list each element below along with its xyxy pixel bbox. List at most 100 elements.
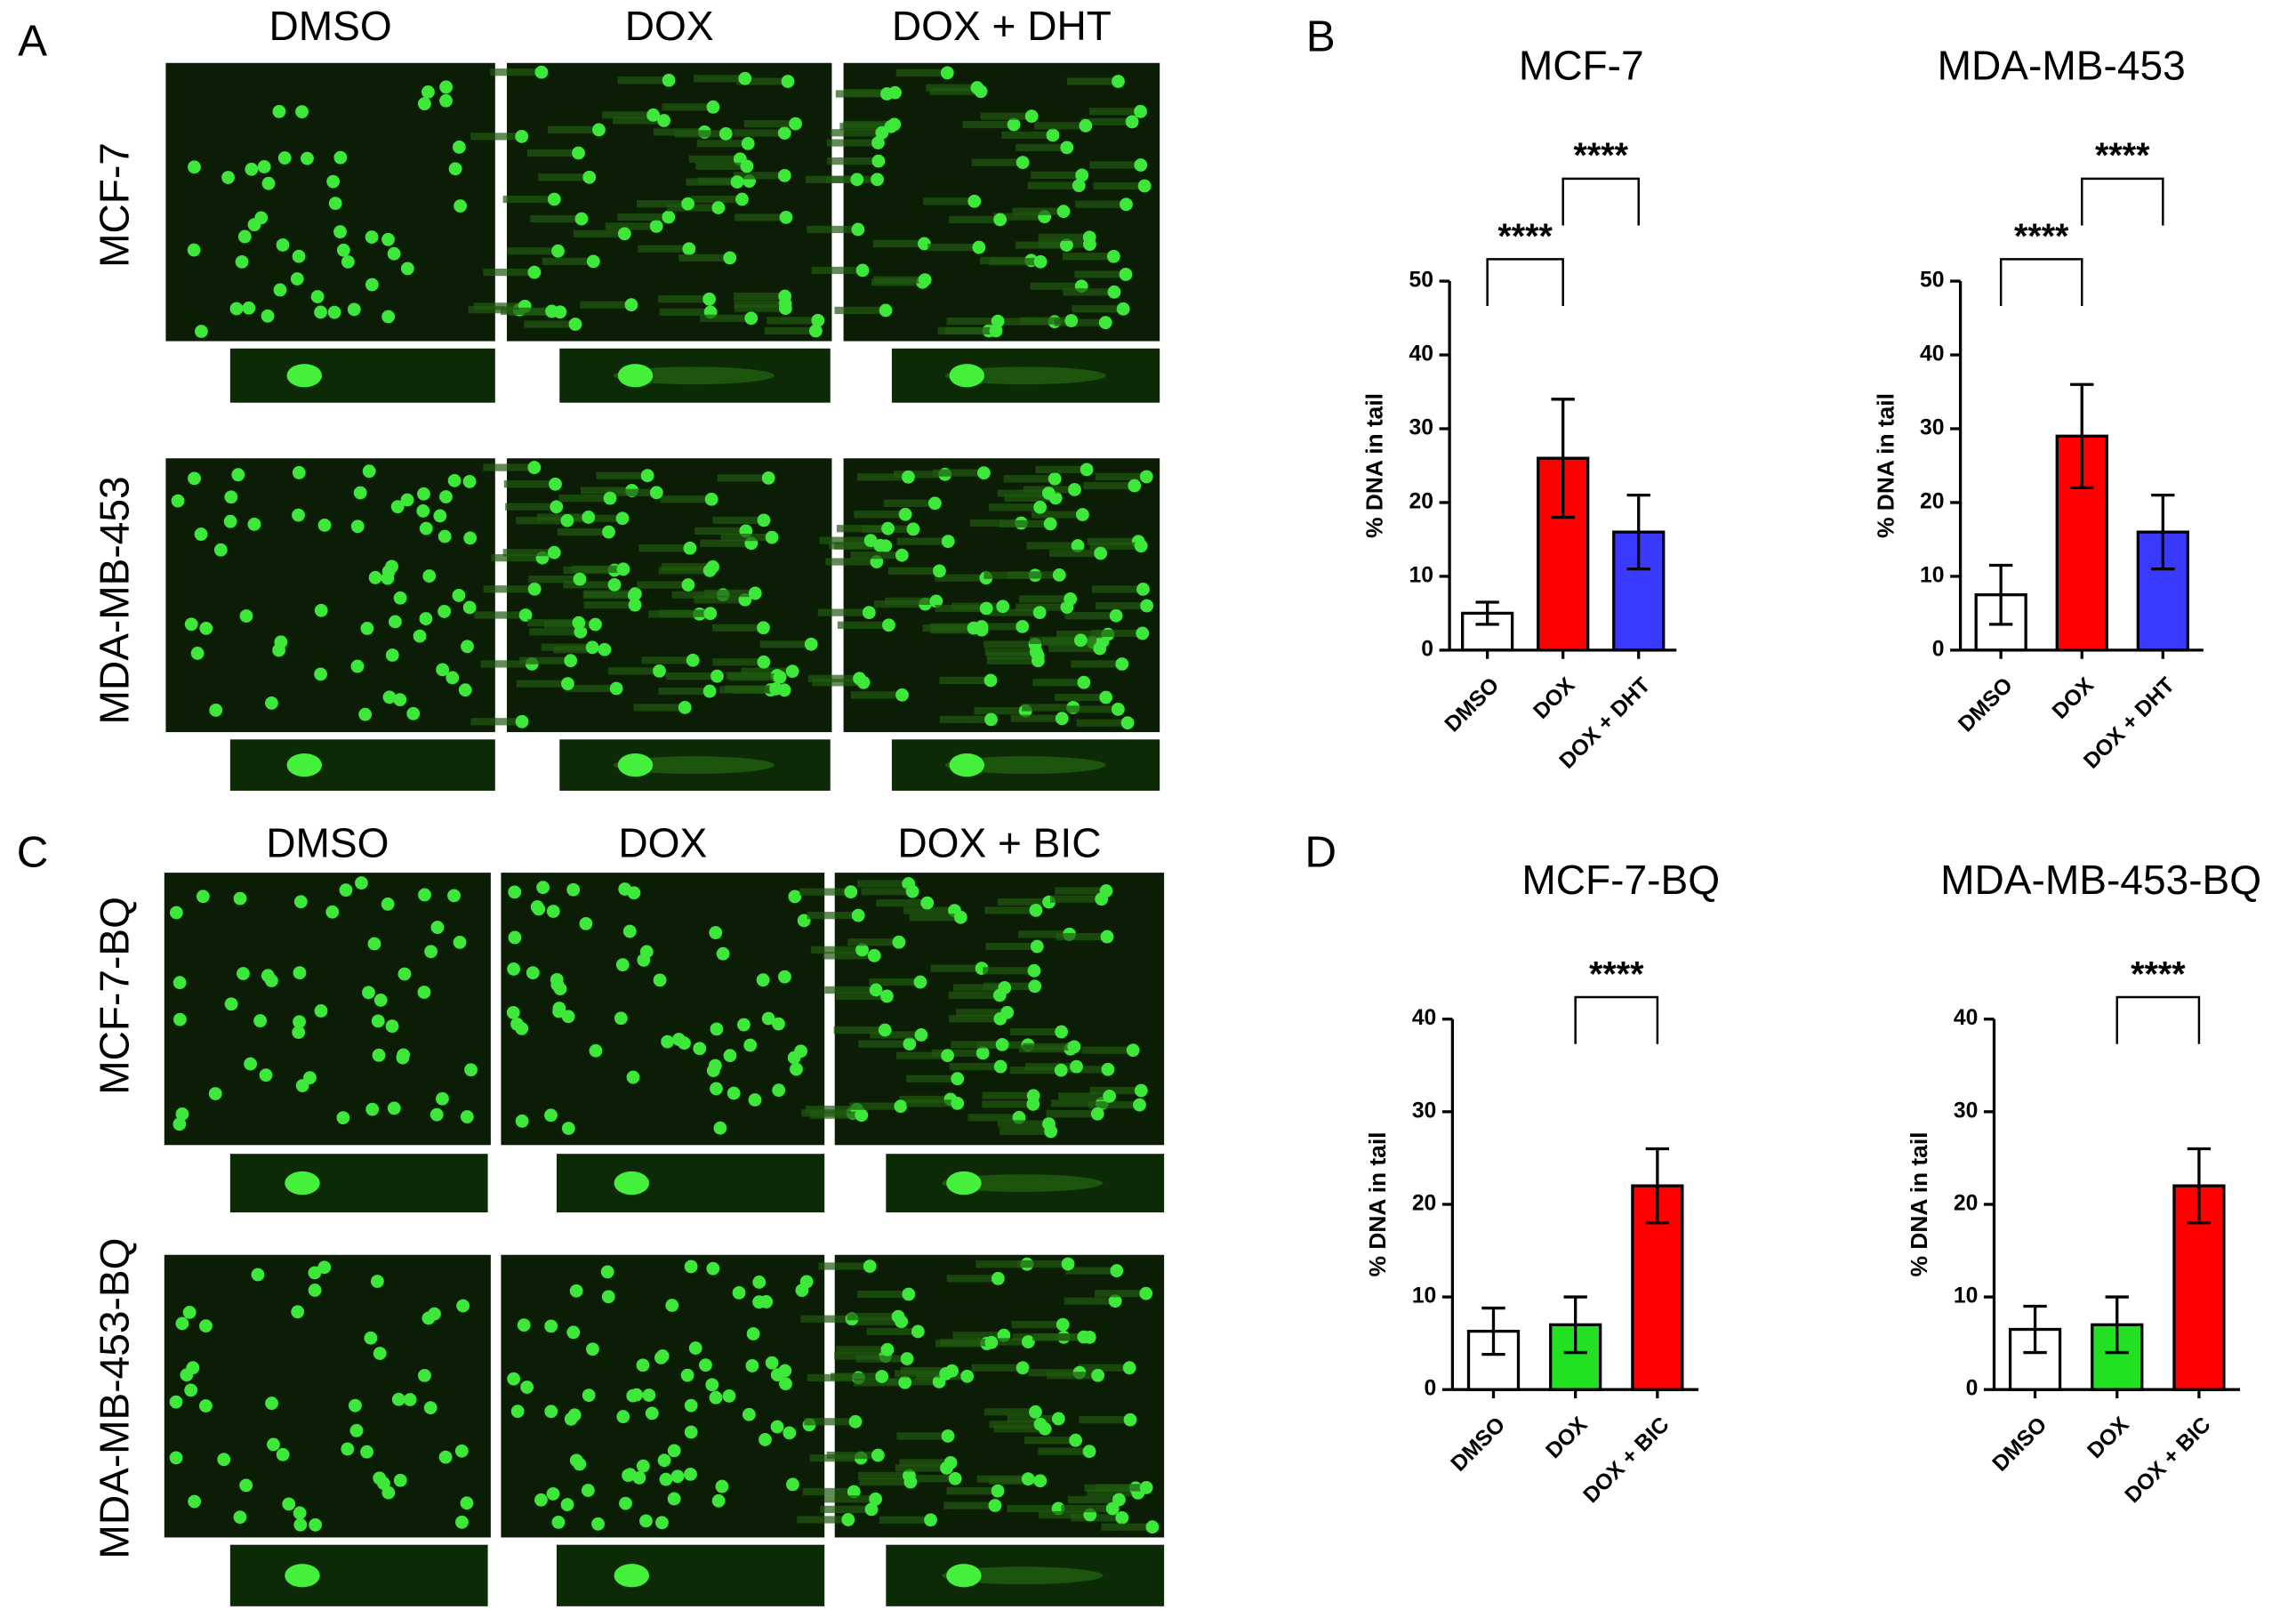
nucleus — [371, 1014, 385, 1028]
nucleus — [991, 1271, 1005, 1285]
nucleus — [188, 471, 201, 486]
nucleus — [941, 1429, 955, 1443]
nucleus — [265, 1397, 278, 1410]
comet-tail — [817, 608, 870, 616]
y-tick-label: 40 — [1412, 1006, 1436, 1030]
nucleus — [582, 511, 596, 524]
comet-tail — [895, 1370, 946, 1378]
nucleus — [855, 263, 870, 278]
nucleus — [546, 1486, 560, 1501]
nucleus — [510, 1405, 525, 1419]
nucleus — [1033, 1474, 1048, 1488]
comet-tail — [1009, 1067, 1062, 1075]
comet-tail — [858, 1040, 910, 1048]
nucleus — [239, 1478, 253, 1493]
nucleus — [1029, 903, 1043, 917]
nucleus — [261, 176, 276, 190]
comet-tail — [659, 308, 711, 316]
nucleus — [752, 1276, 767, 1289]
comet-tail — [1074, 270, 1127, 278]
nucleus — [1095, 892, 1109, 906]
nucleus — [1071, 539, 1085, 552]
nucleus — [387, 1101, 401, 1115]
nucleus — [347, 302, 361, 317]
nucleus — [292, 508, 305, 522]
nucleus — [761, 1011, 775, 1026]
comet-tail — [605, 222, 657, 230]
nucleus — [370, 1275, 384, 1288]
significance-bracket — [2081, 177, 2164, 226]
nucleus — [924, 1513, 937, 1527]
nucleus — [314, 1004, 328, 1018]
nucleus — [615, 511, 630, 526]
comet-tail — [524, 320, 575, 328]
nucleus — [508, 885, 522, 899]
comet-tail — [989, 258, 1041, 266]
comet-tail — [1080, 117, 1133, 126]
comet-tail — [946, 1487, 999, 1495]
nucleus — [1054, 1063, 1068, 1077]
comet-tail — [662, 103, 713, 111]
nucleus — [655, 1516, 669, 1530]
comet-tail — [1039, 1510, 1090, 1519]
nucleus — [1048, 471, 1062, 486]
nucleus — [757, 655, 771, 669]
comet-tail — [839, 123, 891, 131]
comet-strip — [229, 739, 495, 791]
comet-tail — [873, 276, 926, 284]
nucleus — [551, 1515, 566, 1529]
comet-tail — [1091, 629, 1143, 638]
nucleus — [460, 1496, 474, 1510]
nucleus — [711, 1493, 726, 1508]
comet-tail — [1029, 636, 1081, 644]
nucleus — [1139, 1286, 1153, 1300]
nucleus — [458, 683, 472, 697]
nucleus — [1059, 238, 1073, 252]
comet-tail — [824, 986, 877, 994]
comet-head — [949, 753, 985, 777]
nucleus — [349, 1423, 364, 1437]
comet-tail — [633, 704, 686, 712]
comet-tail — [850, 551, 903, 559]
nucleus — [880, 1342, 895, 1356]
nucleus — [365, 230, 379, 244]
comet-tail — [1095, 1290, 1146, 1298]
significance-bracket — [2115, 995, 2201, 1044]
nucleus — [642, 1389, 656, 1402]
nucleus — [333, 225, 347, 238]
significance-label: **** — [2014, 217, 2069, 256]
nucleus — [882, 618, 895, 632]
nucleus — [622, 924, 637, 938]
nucleus — [1106, 249, 1120, 263]
comet-tail — [1001, 131, 1053, 140]
comet-tail — [502, 195, 555, 204]
nucleus — [526, 966, 540, 980]
y-axis-label: % DNA in tail — [1364, 1132, 1391, 1277]
comet-tail — [674, 130, 727, 138]
comet-tail — [538, 173, 590, 181]
nucleus — [1024, 109, 1039, 124]
nucleus — [759, 1433, 772, 1446]
nucleus — [902, 1287, 916, 1301]
nucleus — [848, 1414, 863, 1429]
nucleus — [607, 578, 622, 592]
comet-tail — [1083, 481, 1135, 490]
comet-tail — [854, 511, 906, 519]
nucleus — [194, 527, 208, 541]
nucleus — [705, 1378, 719, 1392]
comet-tail — [951, 1041, 1003, 1049]
comet-tail — [1067, 1495, 1120, 1504]
nucleus — [756, 973, 770, 987]
comet-tail — [741, 667, 793, 675]
column-header: DOX + BIC — [897, 820, 1101, 866]
nucleus — [940, 1461, 953, 1475]
nucleus — [552, 1002, 566, 1015]
nucleus — [1056, 205, 1071, 219]
comet-tail — [1055, 887, 1106, 895]
comet-tail — [984, 648, 1037, 656]
comet-tail — [1071, 660, 1122, 668]
nucleus — [293, 895, 308, 909]
y-tick-label: 30 — [1409, 416, 1433, 440]
comet-tail — [542, 257, 594, 265]
nucleus — [1055, 712, 1069, 726]
